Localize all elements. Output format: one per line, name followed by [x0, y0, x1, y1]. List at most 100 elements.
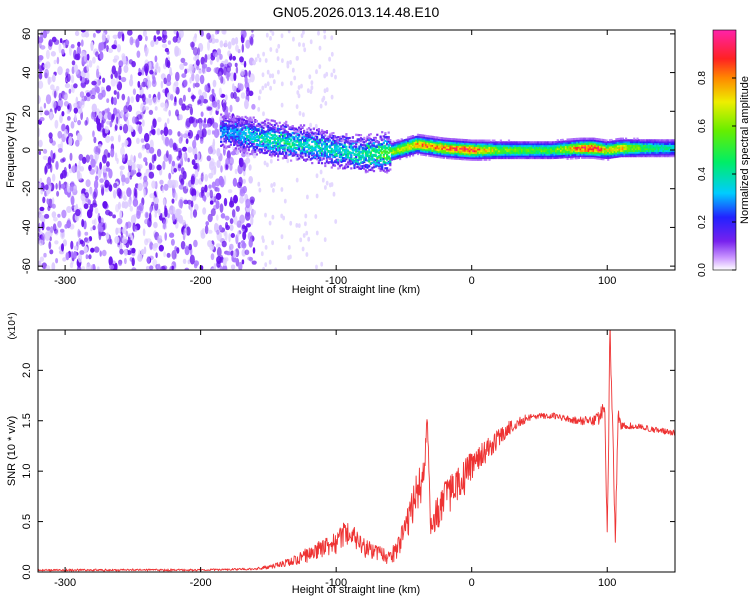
spectrogram-ridge-cell [433, 144, 436, 147]
spectrogram-noise-cell [178, 184, 184, 190]
spectrogram-ridge-cell [566, 150, 569, 153]
spectrogram-ridge-cell [408, 151, 411, 154]
spectrogram-ridge-cell [247, 131, 250, 134]
spectrogram-noise-cell [280, 33, 284, 39]
spectrogram-ridge-cell [568, 154, 571, 157]
spectrogram-ridge-cell [267, 135, 270, 138]
spectrogram-noise-cell [251, 260, 257, 265]
spectrogram-ridge-cell [255, 124, 258, 127]
spectrogram-ridge-cell [436, 147, 439, 150]
spectrogram-ridge-cell [558, 154, 561, 157]
spectrogram-noise-cell [216, 214, 219, 221]
spectrogram-noise-cell [110, 135, 114, 142]
spectrogram-ridge-cell [558, 140, 561, 143]
spectrogram-ridge-cell [473, 155, 476, 158]
spectrogram-noise-cell [182, 258, 187, 264]
spectrogram-ridge-cell [374, 145, 377, 148]
spectrogram-ridge-cell [475, 139, 478, 142]
spectrogram-ridge-cell [333, 144, 337, 147]
spectrogram-ridge-cell [475, 148, 478, 151]
spectrogram-ridge-cell [264, 146, 267, 149]
spectrogram-noise-cell [172, 206, 176, 214]
spectrogram-ridge-cell [599, 150, 602, 153]
spectrogram-ridge-cell [320, 147, 324, 151]
spectrogram-ridge-cell [605, 153, 608, 156]
spectrogram-ridge-cell [446, 155, 449, 158]
spectrogram-noise-cell [181, 73, 187, 78]
spectrogram-ridge-cell [283, 128, 286, 131]
spectrogram-ridge-cell [421, 136, 424, 139]
spectrogram-ridge-cell [317, 133, 320, 136]
spectrogram-ridge-cell [239, 134, 242, 138]
spectrogram-ridge-cell [472, 156, 475, 160]
spectrogram-ridge-cell [270, 130, 273, 133]
spectrogram-noise-cell [213, 161, 216, 166]
spectrogram-noise-cell [304, 213, 308, 219]
spectrogram-ridge-cell [337, 141, 340, 144]
spectrogram-ridge-cell [503, 151, 506, 154]
spectrogram-ridge-cell [418, 142, 421, 145]
spectrogram-ridge-cell [472, 150, 475, 153]
spectrogram-noise-cell [121, 174, 126, 184]
spectrogram-noise-cell [249, 196, 255, 204]
spectrogram-ridge-cell [566, 155, 569, 159]
spectrogram-ridge-cell [586, 153, 589, 156]
spectrogram-noise-cell [193, 263, 198, 269]
spectrogram-ridge-cell [239, 148, 242, 151]
spectrogram-ridge-cell [532, 156, 535, 160]
spectrogram-ridge-cell [446, 137, 449, 140]
spectrogram-noise-cell [234, 62, 238, 67]
spectrogram-noise-cell [60, 183, 66, 189]
spectrogram-ridge-cell [592, 155, 595, 158]
spectrogram-ridge-cell [314, 143, 317, 146]
spectrogram-ridge-cell [366, 137, 369, 140]
spectrogram-ridge-cell [441, 140, 444, 143]
spectrogram-noise-cell [50, 150, 54, 159]
spectrogram-ridge-cell [433, 143, 436, 146]
spectrogram-ridge-cell [555, 155, 558, 158]
spectrogram-ridge-cell [491, 153, 494, 156]
spectrogram-ridge-cell [390, 146, 393, 149]
spectrogram-ridge-cell [270, 119, 273, 122]
spectrogram-ridge-cell [272, 137, 275, 140]
spectrogram-ridge-cell [345, 151, 348, 155]
spectrogram-ridge-cell [394, 150, 397, 153]
spectrogram-ridge-cell [228, 135, 231, 138]
spectrogram-ridge-cell [403, 146, 406, 149]
spectrogram-noise-cell [230, 92, 234, 99]
spectrogram-noise-cell [277, 43, 281, 49]
spectrogram-ridge-cell [534, 155, 537, 158]
spectrogram-noise-cell [247, 231, 253, 241]
spectrogram-noise-cell [42, 196, 46, 204]
spectrogram-ridge-cell [259, 148, 262, 151]
spectrogram-noise-cell [282, 215, 285, 221]
spectrogram-ridge-cell [389, 139, 392, 142]
spectrogram-ridge-cell [361, 140, 364, 143]
spectrogram-ridge-cell [226, 124, 229, 127]
spectrogram-ridge-cell [465, 153, 468, 156]
spectrogram-ridge-cell [255, 147, 258, 150]
spectrogram-ridge-cell [329, 135, 332, 139]
spectrogram-ridge-cell [550, 143, 553, 146]
spectrogram-noise-cell [92, 130, 95, 138]
spectrogram-noise-cell [229, 163, 233, 171]
spectrogram-ridge-cell [246, 135, 249, 138]
spectrogram-noise-cell [107, 152, 111, 158]
spectrogram-ridge-cell [475, 146, 478, 149]
spectrogram-ridge-cell [433, 150, 436, 153]
spectrogram-noise-cell [143, 188, 146, 198]
spectrogram-ridge-cell [394, 152, 397, 155]
spectrogram-ridge-cell [348, 146, 351, 149]
spectrogram-ridge-cell [571, 141, 574, 144]
spectrogram-ridge-cell [252, 135, 255, 139]
spectrogram-noise-cell [73, 49, 77, 60]
spectrogram-ridge-cell [340, 147, 343, 150]
spectrogram-ridge-cell [382, 157, 385, 160]
spectrogram-ridge-cell [221, 133, 224, 136]
spectrogram-ridge-cell [491, 148, 494, 151]
spectrogram-noise-cell [47, 205, 51, 212]
spectrogram-ridge-cell [286, 146, 289, 149]
spectrogram-ridge-cell [576, 144, 579, 147]
spectrogram-ridge-cell [252, 131, 255, 134]
spectrogram-ridge-cell [455, 138, 459, 141]
